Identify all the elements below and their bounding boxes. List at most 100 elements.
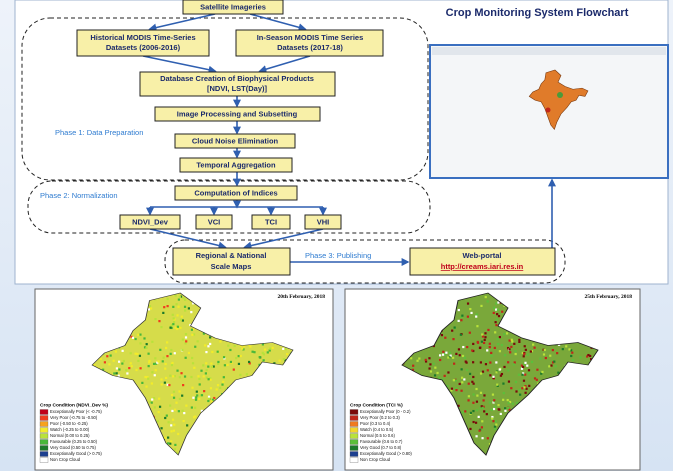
map-pixel xyxy=(532,343,534,345)
map-pixel xyxy=(466,346,468,348)
map-pixel xyxy=(458,309,460,311)
map-pixel xyxy=(153,363,155,365)
map-pixel xyxy=(482,407,484,409)
map-pixel xyxy=(534,377,536,379)
map-pixel xyxy=(167,437,169,439)
map-pixel xyxy=(176,314,178,316)
map-pixel xyxy=(177,326,179,328)
map-pixel xyxy=(518,389,520,391)
map-pixel xyxy=(137,334,139,336)
map-pixel xyxy=(123,360,125,362)
map-pixel xyxy=(493,399,495,401)
map-pixel xyxy=(523,380,525,382)
map-pixel xyxy=(484,332,486,334)
map-pixel xyxy=(455,379,457,381)
map-pixel xyxy=(499,350,501,352)
map-pixel xyxy=(570,355,572,357)
phase-label: Phase 2: Normalization xyxy=(40,191,118,200)
map-pixel xyxy=(179,327,181,329)
map-pixel xyxy=(170,424,172,426)
map-pixel xyxy=(175,402,177,404)
portal-link[interactable]: http://creams.iari.res.in xyxy=(441,262,524,271)
map-pixel xyxy=(416,360,418,362)
map-pixel xyxy=(154,406,156,408)
legend-label: Very Good (0.7 to 0.8) xyxy=(360,445,402,450)
map-pixel xyxy=(217,384,219,386)
map-pixel xyxy=(503,333,505,335)
legend-label: Watch (0.4 to 0.5) xyxy=(360,427,394,432)
map-pixel xyxy=(497,404,499,406)
map-pixel xyxy=(464,357,466,359)
map-pixel xyxy=(492,420,494,422)
map-pixel xyxy=(455,389,457,391)
map-pixel xyxy=(158,320,160,322)
map-pixel xyxy=(495,420,497,422)
map-pixel xyxy=(191,329,193,331)
map-pixel xyxy=(126,372,128,374)
map-pixel xyxy=(168,384,170,386)
map-pixel xyxy=(515,353,517,355)
map-pixel xyxy=(144,376,146,378)
map-pixel xyxy=(544,349,546,351)
map-pixel xyxy=(481,333,483,335)
map-pixel xyxy=(233,369,235,371)
map-pixel xyxy=(171,364,173,366)
map-pixel xyxy=(229,349,231,351)
map-pixel xyxy=(572,359,574,361)
map-pixel xyxy=(168,421,170,423)
map-pixel xyxy=(525,388,527,390)
map-pixel xyxy=(487,437,489,439)
map-pixel xyxy=(163,306,165,308)
map-pixel xyxy=(507,402,509,404)
map-pixel xyxy=(514,361,516,363)
map-pixel xyxy=(272,347,274,349)
map-pixel xyxy=(169,375,171,377)
map-pixel xyxy=(151,402,153,404)
map-pixel xyxy=(205,362,207,364)
map-pixel xyxy=(482,399,484,401)
map-pixel xyxy=(476,325,478,327)
figure: Crop Monitoring System Flowchart Satelli… xyxy=(0,0,673,471)
map-pixel xyxy=(173,424,175,426)
map-pixel xyxy=(571,352,573,354)
map-pixel xyxy=(490,355,492,357)
map-pixel xyxy=(263,359,265,361)
map-pixel xyxy=(162,360,164,362)
map-pixel xyxy=(128,367,130,369)
map-pixel xyxy=(139,333,141,335)
map-pixel xyxy=(185,340,187,342)
map-pixel xyxy=(188,352,190,354)
map-pixel xyxy=(221,384,223,386)
map-pixel xyxy=(184,306,186,308)
map-pixel xyxy=(476,395,478,397)
map-pixel xyxy=(149,305,151,307)
legend-swatch xyxy=(350,452,358,457)
map-pixel xyxy=(491,409,493,411)
map-pixel xyxy=(471,381,473,383)
map-pixel xyxy=(527,354,529,356)
map-pixel xyxy=(170,349,172,351)
page: Crop Monitoring System Flowchart Satelli… xyxy=(0,0,673,471)
map-pixel xyxy=(485,360,487,362)
map-pixel xyxy=(496,318,498,320)
map-pixel xyxy=(170,430,172,432)
map-pixel xyxy=(501,373,503,375)
map-pixel xyxy=(191,406,193,408)
map-pixel xyxy=(239,374,241,376)
map-pixel xyxy=(167,298,169,300)
map-pixel xyxy=(207,400,209,402)
map-pixel xyxy=(531,361,533,363)
map-pixel xyxy=(118,368,120,370)
map-pixel xyxy=(507,369,509,371)
node-label: Satellite Imageries xyxy=(200,2,266,11)
map-pixel xyxy=(196,394,198,396)
map-pixel xyxy=(452,357,454,359)
map-pixel xyxy=(208,398,210,400)
map-pixel xyxy=(477,341,479,343)
map-pixel xyxy=(430,370,432,372)
legend-swatch xyxy=(40,422,48,427)
map-pixel xyxy=(183,412,185,414)
legend-label: Exceptionally Poor (< -0.75) xyxy=(50,409,102,414)
map-pixel xyxy=(118,361,120,363)
legend-swatch xyxy=(350,458,358,463)
